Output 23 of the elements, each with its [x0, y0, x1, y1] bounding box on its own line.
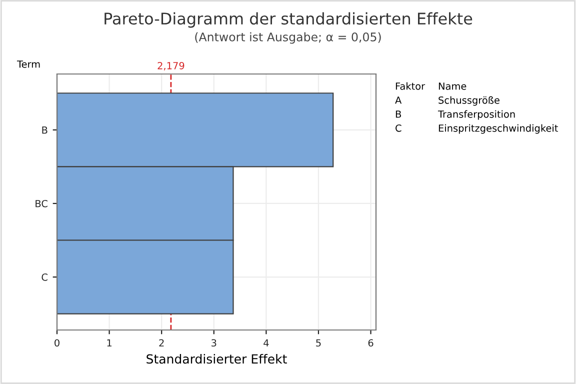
x-tick-label: 1	[107, 339, 112, 346]
chart-title: Pareto-Diagramm der standardisierten Effekte	[104, 12, 472, 28]
x-axis-title: Standardisierter Effekt	[146, 354, 287, 364]
text: Transferposition	[438, 110, 515, 120]
x-tick-label: 3	[212, 339, 216, 347]
text: C	[396, 124, 402, 132]
chart-subtitle: (Antwort ist Ausgabe; α = 0,05)	[195, 32, 381, 44]
x-tick-label: 0	[54, 339, 60, 347]
text: Schussgröße	[438, 96, 500, 106]
text: A	[395, 96, 402, 104]
y-tick-label: B	[42, 126, 48, 134]
text: Name	[438, 82, 466, 90]
y-tick-label: C	[42, 274, 48, 281]
ref-line-label: 2,179	[158, 62, 184, 70]
y-axis-title: Term	[16, 60, 40, 68]
x-tick-label: 4	[264, 339, 269, 346]
x-tick-label: 6	[368, 339, 374, 347]
text: Einspritzgeschwindigkeit	[438, 124, 558, 134]
y-tick-label: BC	[36, 200, 48, 208]
text: Faktor	[396, 82, 426, 90]
text: B	[396, 110, 401, 118]
x-tick-label: 5	[316, 339, 321, 347]
x-tick-label: 2	[159, 339, 164, 346]
